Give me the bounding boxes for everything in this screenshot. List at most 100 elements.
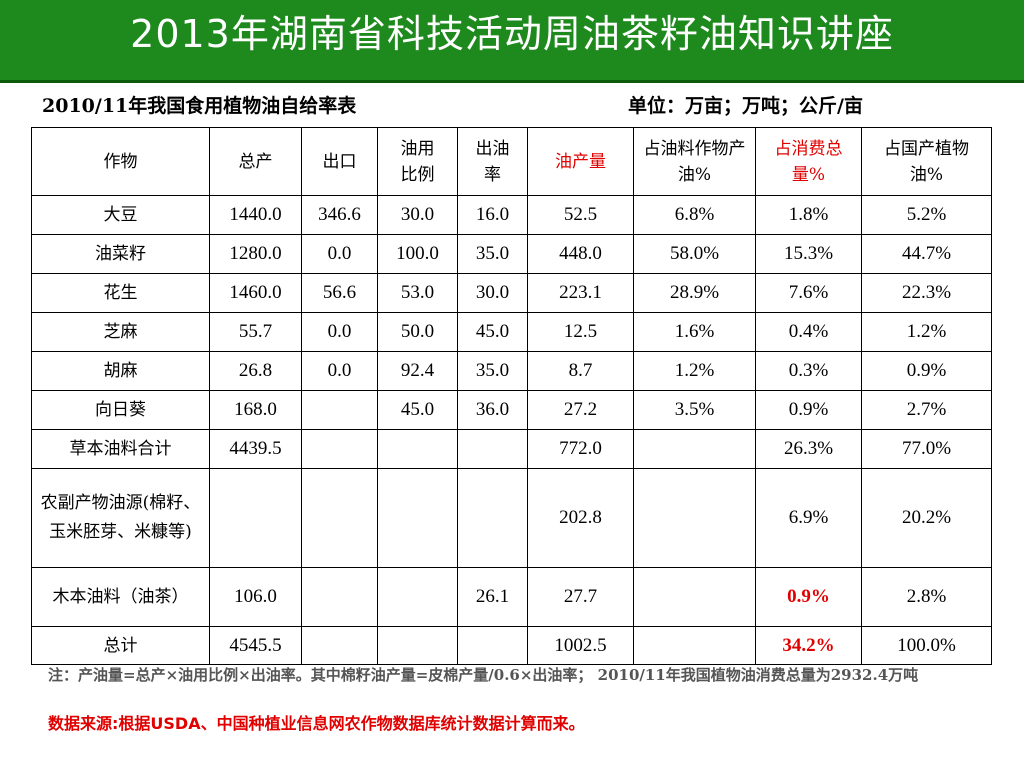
cell-oil-yield-rate [457, 626, 528, 665]
cell-export: 56.6 [301, 273, 378, 313]
footnote: 注：产油量=总产×油用比例×出油率。其中棉籽油产量=皮棉产量/0.6×出油率； … [48, 666, 919, 684]
cell-total-output: 1440.0 [209, 195, 302, 235]
cell-oil-use-ratio: 92.4 [377, 351, 458, 391]
cell-share-of-consumption: 6.9% [755, 468, 862, 568]
cell-crop: 油菜籽 [31, 234, 210, 274]
oil-self-sufficiency-table: 作物 总产 出口 油用比例 出油率 油产量 占油料作物产油% 占消费总量% 占国… [31, 127, 992, 665]
cell-oil-use-ratio: 50.0 [377, 312, 458, 352]
cell-share-of-oilcrop [633, 626, 756, 665]
cell-oil-use-ratio: 100.0 [377, 234, 458, 274]
cell-oil-use-ratio: 30.0 [377, 195, 458, 235]
cell-oil-production: 27.2 [527, 390, 634, 430]
cell-share-of-domestic: 1.2% [861, 312, 992, 352]
cell-share-of-oilcrop: 28.9% [633, 273, 756, 313]
cell-oil-yield-rate: 26.1 [457, 567, 528, 627]
cell-oil-yield-rate: 45.0 [457, 312, 528, 352]
cell-crop: 芝麻 [31, 312, 210, 352]
table-row: 草本油料合计 4439.5 772.0 26.3% 77.0% [31, 429, 992, 469]
table-row: 花生 1460.0 56.6 53.0 30.0 223.1 28.9% 7.6… [31, 273, 992, 313]
cell-share-of-consumption: 0.9% [755, 390, 862, 430]
header-oil-yield-rate: 出油率 [457, 127, 528, 196]
cell-share-of-oilcrop: 6.8% [633, 195, 756, 235]
table-row: 农副产物油源(棉籽、玉米胚芽、米糠等) 202.8 6.9% 20.2% [31, 468, 992, 568]
cell-oil-yield-rate: 30.0 [457, 273, 528, 313]
cell-share-of-consumption: 7.6% [755, 273, 862, 313]
cell-share-of-consumption: 1.8% [755, 195, 862, 235]
data-source: 数据来源:根据USDA、中国种植业信息网农作物数据库统计数据计算而来。 [48, 714, 585, 733]
header-share-of-consumption: 占消费总量% [755, 127, 862, 196]
header-oil-production: 油产量 [527, 127, 634, 196]
unit-label: 单位：万亩；万吨；公斤/亩 [628, 95, 863, 117]
header-export: 出口 [301, 127, 378, 196]
cell-export [301, 429, 378, 469]
cell-crop: 向日葵 [31, 390, 210, 430]
header-share-of-oilcrop: 占油料作物产油% [633, 127, 756, 196]
cell-oil-production: 202.8 [527, 468, 634, 568]
cell-oil-production: 448.0 [527, 234, 634, 274]
cell-oil-production: 52.5 [527, 195, 634, 235]
cell-oil-yield-rate: 16.0 [457, 195, 528, 235]
cell-crop: 花生 [31, 273, 210, 313]
cell-total-output: 26.8 [209, 351, 302, 391]
cell-share-of-domestic: 22.3% [861, 273, 992, 313]
table-row: 大豆 1440.0 346.6 30.0 16.0 52.5 6.8% 1.8%… [31, 195, 992, 235]
cell-total-output: 1460.0 [209, 273, 302, 313]
table-row: 总计 4545.5 1002.5 34.2% 100.0% [31, 626, 992, 665]
header-total-output: 总产 [209, 127, 302, 196]
cell-oil-yield-rate [457, 468, 528, 568]
cell-export [301, 626, 378, 665]
cell-oil-use-ratio [377, 567, 458, 627]
header-share-of-domestic: 占国产植物油% [861, 127, 992, 196]
cell-oil-use-ratio [377, 626, 458, 665]
cell-share-of-consumption: 0.3% [755, 351, 862, 391]
cell-total-output: 106.0 [209, 567, 302, 627]
cell-share-of-oilcrop: 1.2% [633, 351, 756, 391]
table-title: 2010/11年我国食用植物油自给率表 [42, 95, 357, 117]
cell-oil-production: 8.7 [527, 351, 634, 391]
cell-share-of-domestic: 100.0% [861, 626, 992, 665]
cell-oil-use-ratio: 45.0 [377, 390, 458, 430]
cell-crop: 农副产物油源(棉籽、玉米胚芽、米糠等) [31, 468, 210, 568]
cell-crop: 草本油料合计 [31, 429, 210, 469]
cell-export: 0.0 [301, 312, 378, 352]
cell-share-of-domestic: 2.8% [861, 567, 992, 627]
cell-share-of-domestic: 5.2% [861, 195, 992, 235]
cell-share-of-oilcrop: 58.0% [633, 234, 756, 274]
cell-share-of-oilcrop: 3.5% [633, 390, 756, 430]
cell-crop: 木本油料（油茶） [31, 567, 210, 627]
cell-oil-yield-rate [457, 429, 528, 469]
cell-share-of-domestic: 0.9% [861, 351, 992, 391]
table-row: 芝麻 55.7 0.0 50.0 45.0 12.5 1.6% 0.4% 1.2… [31, 312, 992, 352]
cell-crop: 胡麻 [31, 351, 210, 391]
table-row: 胡麻 26.8 0.0 92.4 35.0 8.7 1.2% 0.3% 0.9% [31, 351, 992, 391]
banner-title: 2013年湖南省科技活动周油茶籽油知识讲座 [130, 12, 894, 56]
cell-share-of-oilcrop [633, 429, 756, 469]
cell-share-of-consumption: 26.3% [755, 429, 862, 469]
header-oil-use-ratio: 油用比例 [377, 127, 458, 196]
cell-export [301, 468, 378, 568]
cell-total-output: 4439.5 [209, 429, 302, 469]
cell-crop: 总计 [31, 626, 210, 665]
cell-oil-yield-rate: 35.0 [457, 234, 528, 274]
cell-total-output: 4545.5 [209, 626, 302, 665]
cell-share-of-oilcrop [633, 468, 756, 568]
cell-total-output [209, 468, 302, 568]
cell-oil-yield-rate: 35.0 [457, 351, 528, 391]
table-row: 向日葵 168.0 45.0 36.0 27.2 3.5% 0.9% 2.7% [31, 390, 992, 430]
cell-export: 0.0 [301, 351, 378, 391]
cell-export: 0.0 [301, 234, 378, 274]
cell-oil-production: 1002.5 [527, 626, 634, 665]
cell-oil-production: 772.0 [527, 429, 634, 469]
cell-total-output: 55.7 [209, 312, 302, 352]
cell-total-output: 168.0 [209, 390, 302, 430]
cell-export: 346.6 [301, 195, 378, 235]
cell-share-of-domestic: 44.7% [861, 234, 992, 274]
cell-share-of-oilcrop [633, 567, 756, 627]
header-banner: 2013年湖南省科技活动周油茶籽油知识讲座 [0, 0, 1024, 83]
cell-oil-yield-rate: 36.0 [457, 390, 528, 430]
cell-share-of-domestic: 2.7% [861, 390, 992, 430]
cell-share-of-domestic: 77.0% [861, 429, 992, 469]
cell-crop: 大豆 [31, 195, 210, 235]
cell-oil-use-ratio [377, 429, 458, 469]
cell-share-of-oilcrop: 1.6% [633, 312, 756, 352]
